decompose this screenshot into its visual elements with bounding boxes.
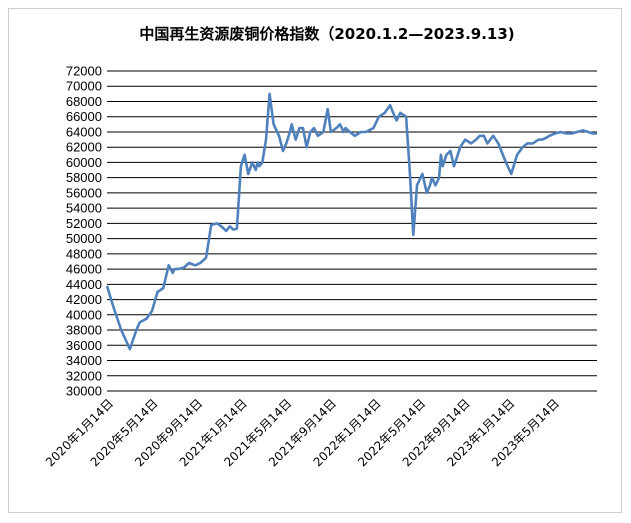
chart-frame — [8, 8, 622, 513]
y-tick-label: 34000 — [66, 353, 102, 368]
y-tick-label: 50000 — [66, 231, 102, 246]
gridlines — [107, 70, 597, 392]
y-tick-label: 38000 — [66, 323, 102, 338]
y-tick-label: 68000 — [66, 94, 102, 109]
y-tick-label: 56000 — [66, 185, 102, 200]
y-tick-label: 58000 — [66, 170, 102, 185]
y-tick-label: 66000 — [66, 109, 102, 124]
y-tick-label: 54000 — [66, 201, 102, 216]
y-tick-label: 36000 — [66, 338, 102, 353]
y-tick-label: 60000 — [66, 155, 102, 170]
y-tick-label: 32000 — [66, 368, 102, 383]
y-axis-tick-labels: 3000032000340003600038000400004200044000… — [66, 64, 102, 399]
y-tick-label: 48000 — [66, 246, 102, 261]
y-tick-label: 62000 — [66, 140, 102, 155]
copper-index-line — [105, 92, 597, 351]
y-tick-label: 70000 — [66, 79, 102, 94]
y-tick-label: 46000 — [66, 262, 102, 277]
series-layer — [105, 92, 597, 351]
y-tick-label: 52000 — [66, 216, 102, 231]
y-tick-label: 64000 — [66, 124, 102, 139]
y-tick-label: 30000 — [66, 384, 102, 399]
y-tick-label: 42000 — [66, 292, 102, 307]
y-tick-label: 40000 — [66, 307, 102, 322]
y-tick-label: 44000 — [66, 277, 102, 292]
x-axis-tick-labels: 2020年1月14日2020年5月14日2020年9月14日2021年1月14日… — [43, 396, 562, 469]
chart-title: 中国再生资源废铜价格指数（2020.1.2—2023.9.13) — [139, 25, 514, 43]
y-tick-label: 72000 — [66, 64, 102, 79]
